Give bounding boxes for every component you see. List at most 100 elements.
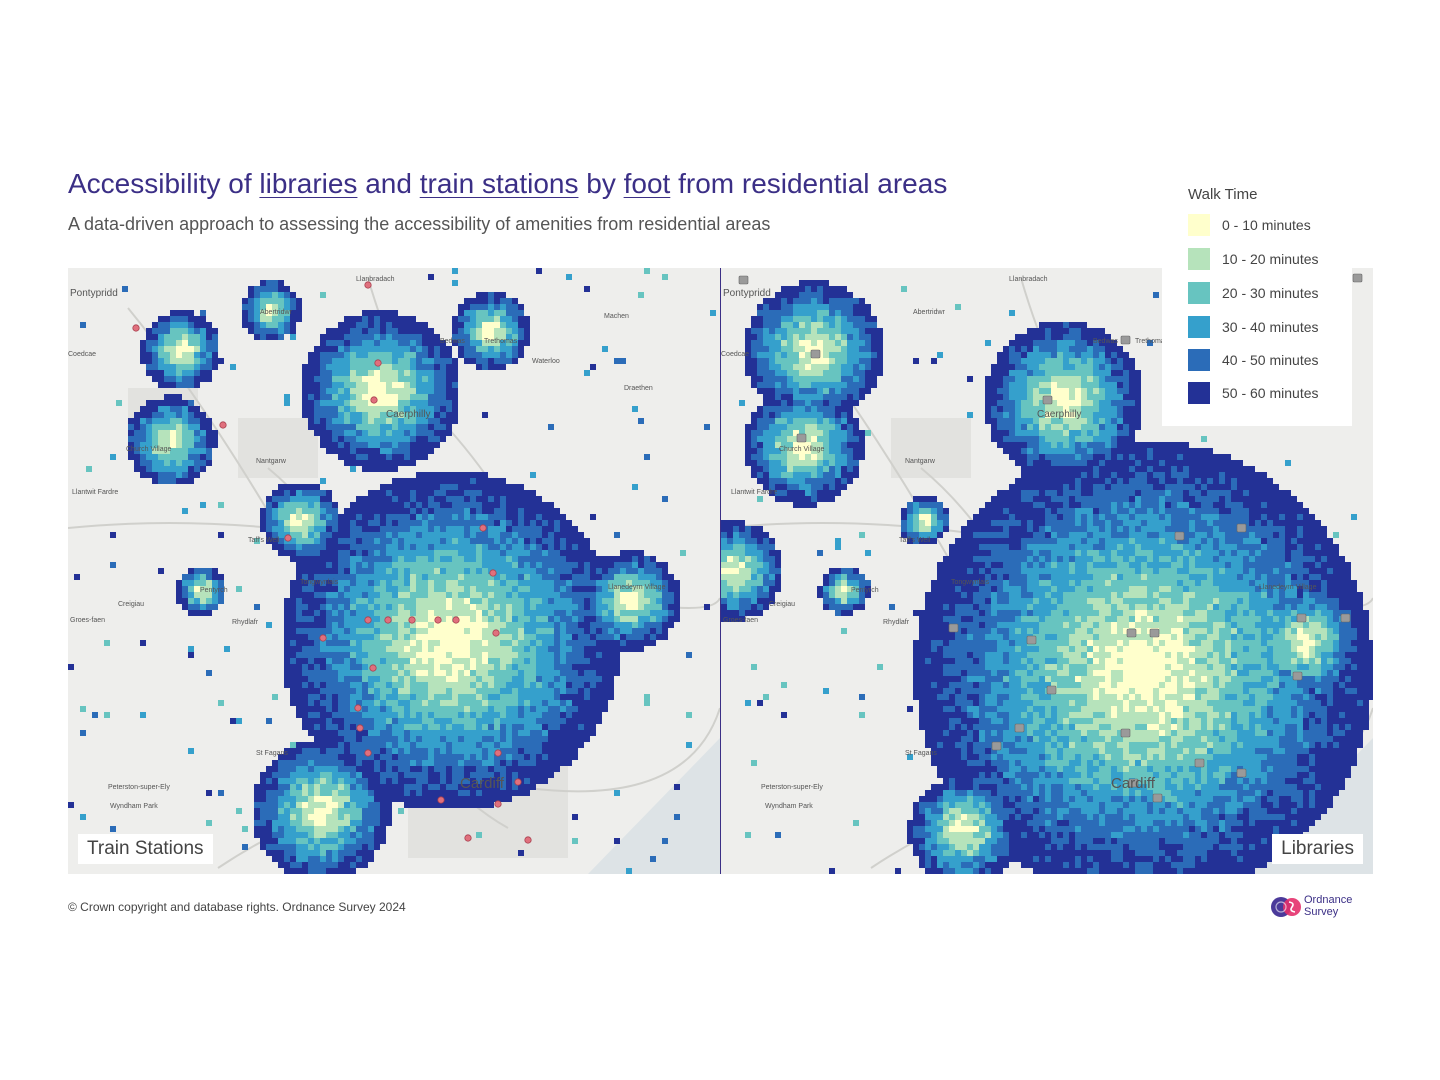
- walk-time-cell: [320, 520, 326, 526]
- train-station-marker[interactable]: [434, 616, 442, 624]
- walk-time-cell: [344, 340, 350, 346]
- walk-time-cell: [284, 622, 290, 628]
- train-station-marker[interactable]: [132, 324, 140, 332]
- walk-time-cell: [350, 340, 356, 346]
- walk-time-cell: [404, 724, 410, 730]
- walk-time-cell: [835, 298, 841, 304]
- walk-time-cell: [326, 376, 332, 382]
- walk-time-cell: [871, 340, 877, 346]
- walk-time-cell: [350, 382, 356, 388]
- train-station-marker[interactable]: [370, 396, 378, 404]
- walk-time-cell: [530, 694, 536, 700]
- walk-time-cell: [308, 616, 314, 622]
- train-station-marker[interactable]: [219, 421, 227, 429]
- walk-time-cell: [368, 412, 374, 418]
- train-station-marker[interactable]: [356, 724, 364, 732]
- train-station-marker[interactable]: [494, 800, 502, 808]
- walk-time-cell: [1063, 322, 1069, 328]
- train-station-marker[interactable]: [479, 524, 487, 532]
- walk-time-cell: [632, 574, 638, 580]
- walk-time-cell: [458, 550, 464, 556]
- train-station-marker[interactable]: [364, 616, 372, 624]
- walk-time-cell: [422, 412, 428, 418]
- walk-time-cell: [338, 862, 344, 868]
- walk-time-cell: [596, 592, 602, 598]
- walk-time-cell: [560, 748, 566, 754]
- train-station-marker[interactable]: [524, 836, 532, 844]
- walk-time-cell: [344, 658, 350, 664]
- walk-time-cell: [368, 562, 374, 568]
- walk-time-cell: [194, 586, 200, 592]
- map-libraries[interactable]: Pontypridd Llanbradach Abertridwr Bedwas…: [721, 268, 1373, 874]
- train-station-marker[interactable]: [319, 634, 327, 642]
- train-station-marker[interactable]: [437, 796, 445, 804]
- walk-time-cell: [362, 712, 368, 718]
- walk-time-cell: [332, 760, 338, 766]
- walk-time-cell: [554, 742, 560, 748]
- train-station-marker[interactable]: [354, 704, 362, 712]
- map-train-stations[interactable]: Pontypridd Llanbradach Abertridwr Bedwas…: [68, 268, 720, 874]
- walk-time-cell: [194, 598, 200, 604]
- place-label: Creigiau: [118, 601, 144, 608]
- walk-time-cell: [781, 310, 787, 316]
- train-station-marker[interactable]: [514, 778, 522, 786]
- walk-time-cell: [536, 664, 542, 670]
- train-station-marker[interactable]: [284, 534, 292, 542]
- walk-time-cell: [482, 736, 488, 742]
- walk-time-cell: [787, 322, 793, 328]
- walk-time-cell: [380, 526, 386, 532]
- walk-time-cell: [176, 328, 182, 334]
- train-station-marker[interactable]: [369, 664, 377, 672]
- walk-time-cell: [374, 790, 380, 796]
- walk-time-cell: [470, 322, 476, 328]
- walk-time-cell: [332, 658, 338, 664]
- walk-time-cell: [200, 418, 206, 424]
- train-station-marker[interactable]: [494, 749, 502, 757]
- train-station-marker[interactable]: [364, 749, 372, 757]
- walk-time-cell: [380, 796, 386, 802]
- walk-time-cell: [296, 604, 302, 610]
- walk-time-cell: [176, 448, 182, 454]
- walk-time-cell: [506, 760, 512, 766]
- train-station-marker[interactable]: [408, 616, 416, 624]
- walk-time-cell: [272, 784, 278, 790]
- walk-time-cell: [506, 754, 512, 760]
- train-station-marker[interactable]: [489, 569, 497, 577]
- walk-time-cell: [290, 580, 296, 586]
- walk-time-cell: [572, 682, 578, 688]
- train-station-marker[interactable]: [452, 616, 460, 624]
- walk-time-cell: [260, 808, 266, 814]
- walk-time-cell: [134, 454, 140, 460]
- walk-time-cell: [290, 490, 296, 496]
- walk-time-cell: [536, 574, 542, 580]
- train-station-marker[interactable]: [492, 629, 500, 637]
- walk-time-cell: [799, 370, 805, 376]
- train-station-marker[interactable]: [464, 834, 472, 842]
- walk-time-cell: [344, 574, 350, 580]
- walk-time-cell: [530, 652, 536, 658]
- train-station-marker[interactable]: [374, 359, 382, 367]
- walk-time-cell: [332, 448, 338, 454]
- walk-time-cell: [434, 742, 440, 748]
- walk-time-cell: [248, 316, 254, 322]
- walk-time-cell: [272, 856, 278, 862]
- walk-time-cell: [350, 550, 356, 556]
- walk-time-cell: [530, 724, 536, 730]
- walk-time-cell: [422, 394, 428, 400]
- walk-time-cell: [356, 580, 362, 586]
- walk-time-cell: [560, 634, 566, 640]
- walk-time-cell: [464, 496, 470, 502]
- walk-time-cell: [326, 550, 332, 556]
- walk-time-cell: [608, 556, 614, 562]
- place-label: Groes-faen: [70, 617, 105, 624]
- train-station-marker[interactable]: [364, 281, 372, 289]
- walk-time-cell: [578, 724, 584, 730]
- walk-time-cell: [536, 652, 542, 658]
- walk-time-cell: [512, 706, 518, 712]
- walk-time-cell: [602, 640, 608, 646]
- walk-time-cell: [410, 370, 416, 376]
- train-station-marker[interactable]: [384, 616, 392, 624]
- walk-time-cell: [392, 664, 398, 670]
- walk-time-cell: [308, 850, 314, 856]
- walk-time-cell: [404, 334, 410, 340]
